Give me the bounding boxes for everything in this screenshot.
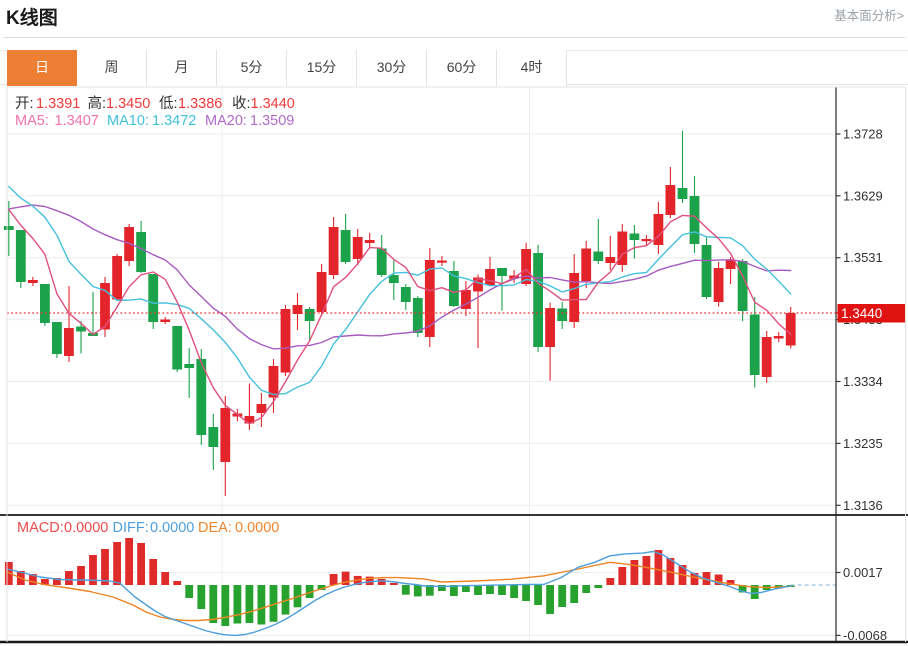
- svg-text:1.3136: 1.3136: [843, 498, 883, 513]
- svg-text:1.3531: 1.3531: [843, 250, 883, 265]
- svg-text:1.3391: 1.3391: [36, 96, 80, 112]
- svg-text:1.3509: 1.3509: [250, 113, 294, 129]
- svg-text:MA10:: MA10:: [107, 113, 149, 129]
- svg-text:低:: 低:: [159, 95, 178, 112]
- svg-text:MA5:: MA5:: [15, 113, 49, 129]
- svg-text:1.3235: 1.3235: [843, 436, 883, 451]
- svg-text:-0.0068: -0.0068: [843, 628, 887, 643]
- svg-text:1.3440: 1.3440: [251, 96, 295, 112]
- svg-text:开:: 开:: [15, 96, 34, 112]
- svg-text:1.3472: 1.3472: [152, 113, 196, 129]
- svg-text:高:: 高:: [88, 95, 107, 112]
- svg-text:1.3728: 1.3728: [843, 127, 883, 142]
- svg-text:DIFF:: DIFF:: [113, 520, 149, 536]
- svg-text:1.3629: 1.3629: [843, 188, 883, 203]
- svg-text:1.3450: 1.3450: [106, 96, 150, 112]
- svg-text:0.0017: 0.0017: [843, 565, 883, 580]
- svg-text:1.3440: 1.3440: [841, 306, 882, 321]
- svg-text:1.3407: 1.3407: [55, 113, 99, 129]
- svg-text:收:: 收:: [232, 95, 251, 112]
- svg-text:MACD:: MACD:: [17, 520, 64, 536]
- svg-text:MA20:: MA20:: [205, 113, 247, 129]
- svg-text:0.0000: 0.0000: [64, 520, 108, 536]
- svg-text:1.3386: 1.3386: [178, 96, 222, 112]
- svg-text:0.0000: 0.0000: [150, 520, 194, 536]
- svg-text:0.0000: 0.0000: [235, 520, 279, 536]
- svg-text:DEA:: DEA:: [198, 520, 232, 536]
- svg-text:1.3334: 1.3334: [843, 374, 883, 389]
